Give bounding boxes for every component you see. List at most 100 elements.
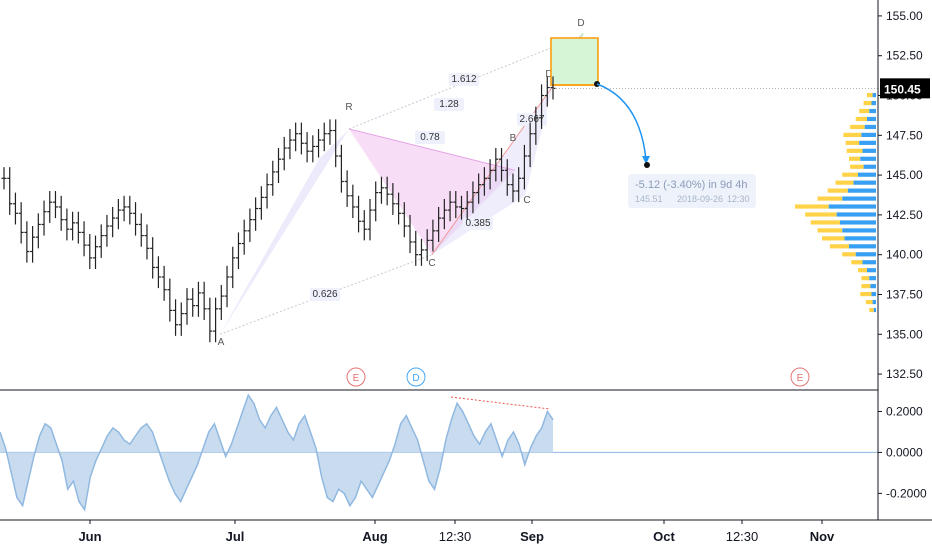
volume-profile-sell-bar [817, 196, 843, 201]
volume-profile-buy-bar [862, 260, 876, 265]
volume-profile-buy-bar [840, 220, 876, 225]
ratio-label: 0.385 [465, 218, 490, 229]
time-tick-label: Oct [653, 529, 675, 544]
oscillator-pane[interactable] [0, 393, 878, 512]
volume-profile-sell-bar [805, 212, 837, 217]
last-price-label: 150.45 [884, 82, 921, 96]
volume-profile-buy-bar [873, 307, 876, 313]
volume-profile-buy-bar [858, 172, 876, 177]
time-tick-label: Nov [810, 529, 835, 544]
volume-profile-buy-bar [867, 268, 876, 273]
volume-profile-buy-bar [855, 252, 876, 257]
price-pane[interactable]: 1.612 1.28 0.78 0.626 0.385 2.667 A B C D R C D -5.12… [1, 18, 879, 387]
price-tick-label: 142.50 [886, 208, 923, 222]
forecast-label-bg [628, 174, 756, 208]
volume-profile-buy-bar [861, 132, 876, 138]
volume-profile-buy-bar [828, 204, 876, 209]
volume-profile-sell-bar [867, 93, 873, 98]
price-tick-label: 152.50 [886, 49, 923, 63]
price-tick-label: 137.50 [886, 287, 923, 301]
oscillator-area [0, 395, 553, 510]
pattern-point-label: C [523, 195, 530, 206]
volume-profile-buy-bar [871, 100, 876, 106]
volume-profile-sell-bar [835, 180, 854, 185]
pattern-point-label: A [218, 337, 225, 348]
osc-tick-label: -0.2000 [886, 486, 927, 500]
volume-profile-sell-bar [859, 108, 870, 114]
pattern-point-label: C [428, 258, 435, 269]
volume-profile-sell-bar [849, 156, 861, 161]
volume-profile-buy-bar [871, 291, 876, 297]
forecast-change-text: -5.12 (-3.40%) in 9d 4h [635, 179, 748, 191]
ratio-label-bg [463, 217, 493, 230]
ratio-label: 1.612 [451, 74, 476, 85]
volume-profile-sell-bar [855, 116, 867, 122]
forecast-arrow [596, 83, 647, 161]
volume-profile-sell-bar [861, 276, 870, 281]
volume-profile-sell-bar [843, 132, 862, 138]
event-marker [346, 367, 366, 387]
volume-profile-buy-bar [869, 108, 876, 114]
last-price-tag [880, 78, 930, 99]
ratio-label: 0.78 [420, 132, 440, 143]
price-tick-label: 145.00 [886, 168, 923, 182]
volume-profile-buy-bar [870, 284, 876, 289]
harmonic-edge [348, 128, 516, 171]
volume-profile-buy-bar [860, 156, 876, 161]
volume-profile-sell-bar [822, 236, 845, 241]
volume-profile-sell-bar [860, 291, 872, 297]
volume-profile-buy-bar [842, 228, 876, 233]
time-tick-label: Jun [78, 529, 101, 544]
price-tick-label: 140.00 [886, 248, 923, 262]
volume-profile-sell-bar [842, 172, 858, 177]
volume-profile-sell-bar [827, 188, 848, 193]
volume-profile-sell-bar [869, 307, 874, 313]
volume-profile-buy-bar [836, 212, 876, 217]
volume-profile-buy-bar [842, 196, 876, 201]
volume-profile-buy-bar [853, 180, 876, 185]
time-tick-label: 12:30 [439, 529, 472, 544]
ratio-label-bg [449, 73, 479, 86]
price-tick-label: 147.50 [886, 128, 923, 142]
volume-profile-sell-bar [810, 220, 840, 225]
volume-profile-buy-bar [863, 164, 876, 169]
event-marker-label: E [797, 373, 804, 384]
time-tick-label: 12:30 [726, 529, 759, 544]
osc-tick-label: 0.2000 [886, 404, 923, 418]
price-tick-label: 135.00 [886, 327, 923, 341]
event-marker-label: D [412, 373, 419, 384]
volume-profile-sell-bar [861, 284, 871, 289]
divergence-line [450, 396, 551, 410]
volume-profile-buy-bar [862, 148, 876, 153]
forecast-arrow-head [642, 156, 650, 164]
oscillator-line [0, 393, 554, 512]
volume-profile-sell-bar [846, 148, 863, 153]
event-marker-label: E [353, 373, 360, 384]
time-tick-label: Aug [362, 529, 387, 544]
time-tick-label: Sep [520, 529, 544, 544]
volume-profile-sell-bar [863, 100, 872, 106]
volume-profile-buy-bar [844, 236, 876, 241]
volume-profile-sell-bar [850, 124, 865, 130]
event-marker [406, 367, 426, 387]
volume-profile-buy-bar [872, 93, 876, 98]
ratio-label-bg [517, 113, 547, 126]
volume-profile-sell-bar [865, 299, 873, 305]
volume-profile-buy-bar [859, 140, 876, 145]
event-marker [790, 367, 810, 387]
ratio-label-bg [415, 131, 445, 144]
volume-profile-sell-bar [829, 244, 849, 249]
forecast-target-point [644, 162, 650, 168]
ratio-label: 1.28 [439, 99, 459, 110]
harmonic-leg-left [220, 128, 349, 335]
volume-profile-sell-bar [850, 164, 864, 169]
forecast-time-text: 12:30 [727, 194, 750, 204]
volume-profile-sell-bar [845, 140, 860, 145]
volume-profile-buy-bar [872, 299, 876, 305]
osc-tick-label: 0.0000 [886, 445, 923, 459]
ratio-label-bg [434, 98, 464, 111]
price-tick-label: 132.50 [886, 367, 923, 381]
volume-profile-buy-bar [864, 124, 876, 130]
